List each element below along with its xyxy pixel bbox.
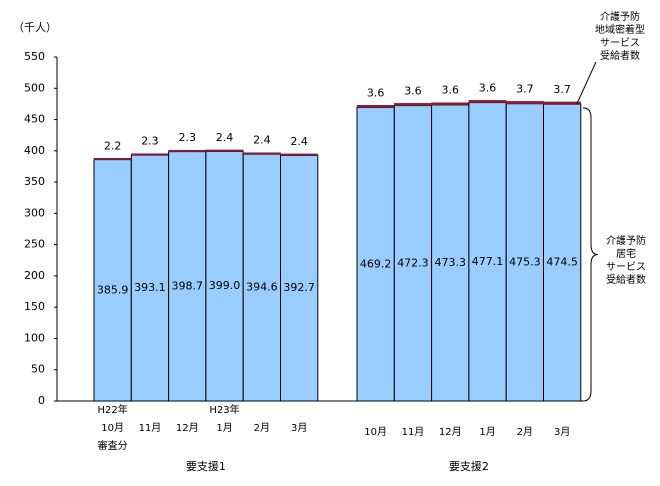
- x-tick-label: 3月: [291, 422, 307, 434]
- x-tick-label: 11月: [402, 426, 425, 438]
- y-tick-label: 150: [24, 300, 45, 313]
- value-label: 392.7: [283, 281, 315, 294]
- x-tick-label: 10月: [364, 426, 387, 438]
- value-label: 399.0: [209, 279, 241, 292]
- bar-segment: [356, 107, 395, 402]
- bar-segment: [242, 153, 281, 402]
- bar-segment: [168, 151, 207, 402]
- bar-segment: [468, 102, 507, 402]
- bar-segment: [468, 100, 507, 103]
- bar-segment: [431, 102, 470, 106]
- value-label: 3.6: [404, 84, 422, 97]
- bar-segment: [93, 158, 132, 160]
- group-label: 要支援2: [449, 459, 489, 473]
- x-tick-label: H22年 10月審査分: [98, 403, 128, 452]
- y-tick-label: 450: [24, 113, 45, 126]
- group-label: 要支援1: [186, 459, 226, 473]
- x-tick-label: 2月: [517, 426, 533, 438]
- value-label: 473.3: [435, 256, 467, 269]
- bar-segment: [93, 159, 132, 402]
- x-tick-label: H23年 1月: [209, 403, 239, 434]
- value-label: 385.9: [97, 283, 129, 296]
- legend-brace: [582, 107, 599, 402]
- bar-segment: [130, 154, 170, 402]
- x-tick-label: 3月: [554, 426, 570, 438]
- value-label: 393.1: [134, 281, 166, 294]
- bar-segment: [543, 103, 582, 402]
- y-tick-label: 400: [24, 144, 45, 157]
- y-tick-label: 350: [24, 175, 45, 188]
- y-tick-label: 500: [24, 81, 45, 94]
- value-label: 475.3: [509, 255, 541, 268]
- y-axis-label: （千人）: [13, 21, 57, 34]
- bar-segment: [205, 149, 244, 152]
- y-tick-label: 300: [24, 206, 45, 219]
- value-label: 2.4: [216, 131, 234, 144]
- legend-label: 介護予防地域密着型サービス受給者数: [595, 10, 645, 62]
- y-tick-label: 250: [24, 238, 45, 251]
- bar-segment: [505, 101, 544, 104]
- bar-segment: [242, 152, 281, 155]
- value-label: 469.2: [360, 257, 392, 270]
- y-tick-label: 550: [24, 50, 45, 63]
- bar-segment: [543, 101, 582, 105]
- x-tick-label: 11月: [139, 422, 162, 434]
- value-label: 394.6: [246, 281, 278, 294]
- bar-segment: [205, 150, 244, 402]
- value-label: 2.3: [141, 135, 159, 148]
- bar-segment: [280, 154, 319, 402]
- bar-segment: [131, 153, 169, 156]
- value-label: 2.3: [179, 131, 197, 144]
- y-tick-label: 100: [24, 331, 45, 344]
- y-tick-label: 0: [38, 394, 45, 407]
- bar-segment: [394, 103, 432, 106]
- value-label: 398.7: [172, 279, 204, 292]
- bar-segment: [505, 103, 545, 402]
- y-tick-label: 50: [31, 363, 45, 376]
- value-label: 3.6: [367, 86, 385, 99]
- value-label: 474.5: [546, 256, 578, 269]
- value-label: 3.6: [442, 84, 460, 97]
- value-label: 3.6: [479, 81, 497, 94]
- bar-segment: [393, 105, 433, 402]
- x-tick-label: 12月: [176, 422, 199, 434]
- bar-segment: [168, 149, 207, 152]
- value-label: 2.4: [253, 134, 271, 147]
- legend-label: 介護予防居宅サービス受給者数: [606, 234, 646, 286]
- value-label: 2.4: [290, 135, 308, 148]
- value-label: 472.3: [397, 256, 429, 269]
- y-tick-label: 200: [24, 269, 45, 282]
- x-tick-label: 1月: [479, 426, 495, 438]
- value-label: 2.2: [104, 139, 122, 152]
- x-tick-label: 2月: [254, 422, 270, 434]
- bar-segment: [356, 105, 395, 108]
- bar-segment: [280, 153, 319, 156]
- x-tick-label: 12月: [439, 426, 462, 438]
- value-label: 3.7: [553, 83, 571, 96]
- bar-segment: [431, 104, 470, 402]
- value-label: 477.1: [472, 255, 504, 268]
- legend-leader: [576, 61, 597, 105]
- value-label: 3.7: [516, 82, 534, 95]
